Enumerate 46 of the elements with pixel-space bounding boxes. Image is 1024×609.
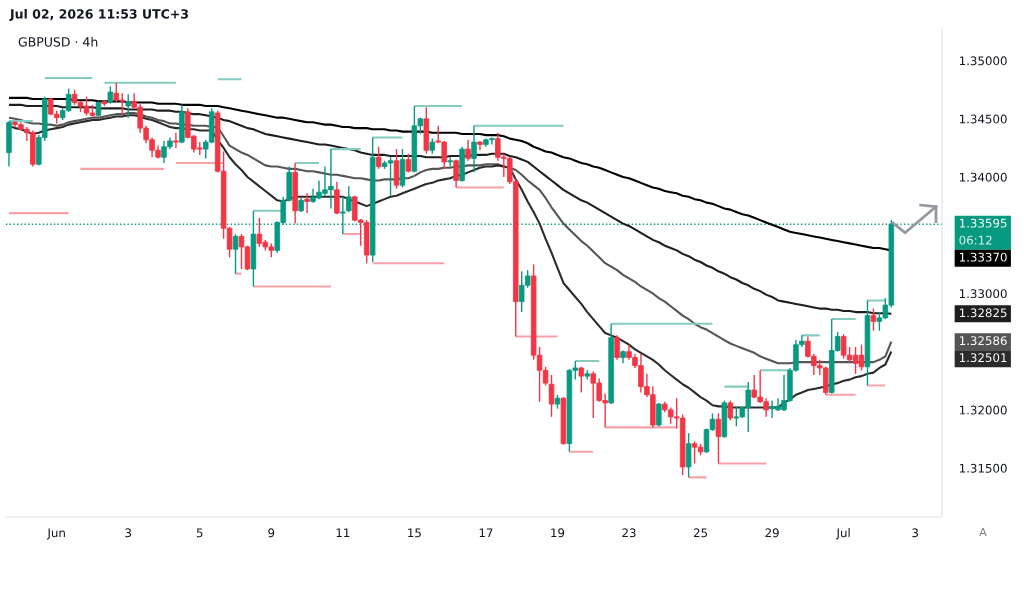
x-tick-label: 11 (336, 528, 350, 538)
y-tick-label: 1.34500 (959, 114, 1007, 124)
candlestick (125, 93, 131, 119)
x-tick-label: Jun (46, 528, 65, 540)
candlestick (870, 307, 877, 332)
x-tick-label: 25 (693, 528, 708, 538)
x-tick-label: 29 (765, 528, 779, 538)
text: 06:12 (959, 235, 992, 245)
candlestick (453, 158, 459, 189)
candlestick (346, 185, 352, 213)
text: GBPUSD · 4h (18, 36, 98, 47)
candlestick (614, 334, 620, 361)
candlestick (465, 139, 471, 162)
candlestick (232, 233, 239, 275)
x-tick-label: 3 (912, 528, 918, 538)
text: 1.32825 (959, 308, 1007, 318)
ref-line-label: 1.33595 (959, 218, 1007, 228)
y-tick-label: 1.34000 (959, 172, 1007, 182)
candlestick (685, 432, 692, 479)
x-tick-label: 3 (125, 528, 132, 538)
text: 1.33370 (959, 252, 1007, 262)
candlestick (304, 192, 310, 214)
x-tick-label: 5 (196, 528, 203, 538)
candlestick (578, 366, 585, 394)
y-tick-label: 1.35000 (959, 56, 1007, 66)
candlestick (334, 180, 340, 215)
candlestick (715, 412, 722, 465)
candlestick (447, 156, 453, 168)
text: Jul 02, 2026 11:53 UTC+3 (9, 8, 188, 21)
y-tick-label: 1.32000 (959, 405, 1007, 415)
candlestick (548, 374, 555, 418)
candlestick (375, 146, 382, 170)
text: 1.32501 (959, 353, 1007, 363)
candlestick (727, 399, 734, 422)
text: 1.32586 (959, 336, 1007, 346)
candlestick (173, 132, 179, 149)
text: A (979, 527, 987, 537)
x-tick-label: Jul (835, 528, 850, 540)
y-tick-label: 1.33000 (959, 289, 1007, 299)
x-tick-label: 9 (268, 528, 275, 538)
x-tick-label: 19 (551, 528, 565, 538)
x-tick-label: 15 (408, 528, 421, 538)
candlestick (471, 125, 477, 174)
x-tick-label: 17 (479, 528, 493, 538)
y-tick-label: 1.31500 (959, 463, 1007, 473)
x-tick-label: 23 (622, 528, 636, 538)
